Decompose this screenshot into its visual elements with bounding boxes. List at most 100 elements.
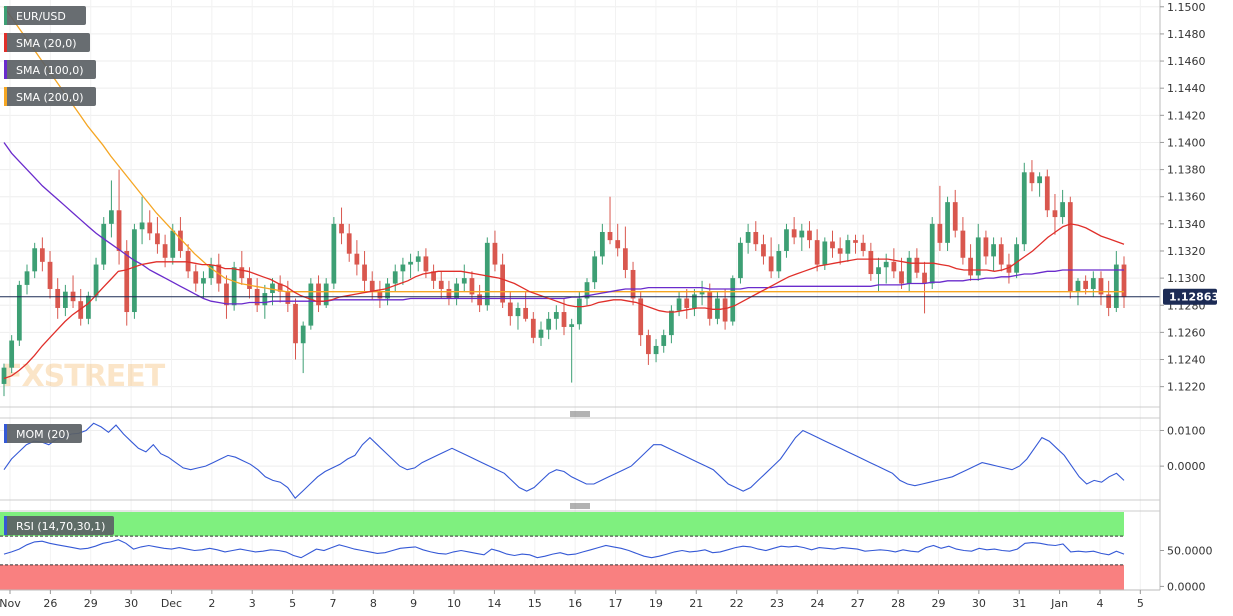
- candle-body: [500, 264, 506, 303]
- candle-body: [239, 267, 245, 279]
- time-tick-label: 31: [1012, 597, 1026, 610]
- candle-body: [354, 253, 360, 265]
- candle-body: [715, 298, 720, 319]
- price-tick-label: 1.1220: [1167, 381, 1206, 394]
- candle-body: [968, 257, 973, 276]
- indicator-legends: EUR/USD SMA (20,0) SMA (100,0) SMA (200,0) M…: [4, 6, 114, 535]
- candle-body: [1037, 176, 1042, 184]
- candle-body: [277, 283, 283, 292]
- candle-body: [1075, 280, 1081, 292]
- time-tick-label: 3: [249, 597, 256, 610]
- time-tick-label: 8: [370, 597, 377, 610]
- candle-body: [738, 242, 743, 279]
- candle-body: [630, 269, 636, 299]
- candle-body: [415, 256, 421, 262]
- price-tick-label: 1.1440: [1167, 82, 1206, 95]
- candle-body: [231, 267, 237, 306]
- candle-body: [899, 271, 904, 284]
- candle-body: [262, 293, 268, 306]
- candle-body: [707, 291, 713, 319]
- candle-body: [339, 223, 344, 234]
- time-tick-label: 9: [410, 597, 417, 610]
- candle-body: [845, 240, 851, 254]
- rsi-line: [3, 539, 1125, 559]
- candle-body: [599, 231, 605, 257]
- time-tick-label: 28: [891, 597, 905, 610]
- candle-body: [469, 278, 475, 295]
- candle-body: [308, 283, 314, 326]
- rsi-resize-handle[interactable]: [570, 503, 590, 509]
- candle-body: [285, 291, 291, 304]
- candle-body: [132, 229, 137, 313]
- candle-body: [484, 242, 490, 306]
- candle-body: [975, 237, 981, 276]
- time-tick-label: 17: [609, 597, 623, 610]
- candle-body: [438, 280, 444, 289]
- candle-body: [814, 240, 820, 265]
- last-price-tag: 1.12863: [1163, 288, 1219, 305]
- candle-body: [1121, 264, 1127, 298]
- candle-body: [906, 257, 912, 284]
- time-tick-label: 5: [1137, 597, 1144, 610]
- candle-body: [1090, 278, 1096, 289]
- candle-body: [538, 329, 544, 338]
- legend-label: SMA (20,0): [16, 37, 77, 50]
- candle-body: [39, 248, 45, 262]
- candle-body: [16, 284, 22, 341]
- legend-box: [4, 516, 114, 535]
- legend-item: SMA (20,0): [4, 33, 90, 52]
- fxstreet-watermark: FXSTREET: [2, 359, 166, 394]
- mom-resize-handle[interactable]: [570, 411, 590, 417]
- time-tick-label: 29: [84, 597, 98, 610]
- candle-body: [454, 283, 459, 299]
- candle-body: [914, 257, 920, 273]
- candle-body: [615, 240, 621, 249]
- candle-body: [761, 244, 766, 257]
- candle-body: [1044, 176, 1050, 211]
- candle-body: [346, 233, 352, 254]
- time-tick-label: 26: [43, 597, 57, 610]
- candle-body: [784, 229, 789, 251]
- time-tick-label: 10: [447, 597, 461, 610]
- legend-item: SMA (100,0): [4, 60, 96, 79]
- candle-body: [776, 250, 782, 272]
- time-tick-label: 2: [208, 597, 215, 610]
- candle-body: [147, 222, 153, 234]
- time-tick-label: 4: [1096, 597, 1103, 610]
- candle-body: [270, 283, 275, 294]
- legend-box: [4, 6, 86, 25]
- time-tick-label: Nov: [0, 597, 21, 610]
- rsi-overbought-zone: [0, 512, 1124, 537]
- candle-body: [47, 261, 53, 289]
- legend-item: EUR/USD: [4, 6, 86, 25]
- time-tick-label: Jan: [1050, 597, 1068, 610]
- candle-body: [1106, 294, 1112, 308]
- sma20-line: [3, 223, 1125, 380]
- candle-body: [607, 231, 613, 241]
- candle-body: [400, 264, 406, 272]
- price-tick-label: 1.1320: [1167, 245, 1206, 258]
- legend-box: [4, 87, 96, 106]
- candle-body: [1083, 280, 1089, 289]
- candle-body: [362, 264, 367, 281]
- candle-body: [791, 229, 797, 238]
- candle-body: [78, 301, 84, 319]
- candle-body: [553, 312, 559, 319]
- legend-color-swatch: [4, 87, 7, 106]
- legend-color-swatch: [4, 33, 7, 52]
- candle-body: [162, 244, 168, 258]
- time-tick-label: 7: [329, 597, 336, 610]
- legend-label: SMA (200,0): [16, 91, 84, 104]
- candle-body: [101, 223, 107, 265]
- candle-body: [331, 223, 337, 284]
- candlestick-series: [1, 160, 1127, 397]
- candle-body: [546, 318, 552, 330]
- candle-body: [669, 310, 674, 336]
- candle-body: [576, 298, 582, 325]
- candle-body: [1052, 210, 1058, 218]
- candle-body: [208, 264, 214, 279]
- time-tick-label: 29: [931, 597, 945, 610]
- candle-body: [730, 278, 736, 322]
- candle-body: [62, 291, 68, 308]
- mom-tick-label: 0.0100: [1167, 424, 1206, 437]
